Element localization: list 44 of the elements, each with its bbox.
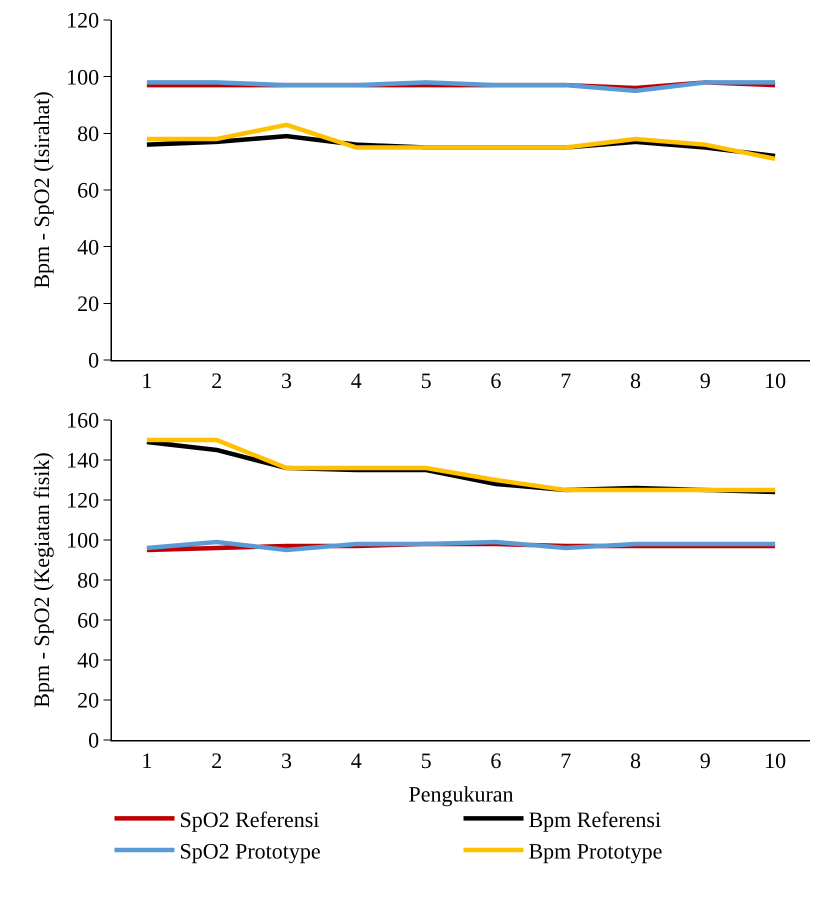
y-tick-label: 40 bbox=[77, 234, 100, 260]
x-tick-label: 2 bbox=[211, 368, 222, 393]
x-tick-label: 9 bbox=[700, 748, 711, 773]
y-tick-label: 140 bbox=[66, 448, 100, 473]
y-tick-label: 100 bbox=[66, 528, 100, 553]
y-tick-label: 160 bbox=[66, 408, 100, 433]
y-tick-label: 60 bbox=[77, 608, 100, 633]
y-tick-label: 40 bbox=[77, 648, 100, 673]
legend-label: Bpm Prototype bbox=[528, 838, 662, 864]
x-tick-label: 10 bbox=[764, 368, 786, 393]
y-tick-label: 120 bbox=[66, 8, 100, 33]
x-tick-label: 8 bbox=[630, 368, 641, 393]
x-tick-label: 3 bbox=[281, 748, 292, 773]
y-tick-label: 80 bbox=[77, 121, 100, 146]
x-tick-label: 4 bbox=[350, 368, 362, 393]
y-tick-label: 80 bbox=[77, 568, 100, 593]
x-tick-label: 8 bbox=[630, 748, 641, 773]
y-axis-title: Bpm - SpO2 (Isirahat) bbox=[29, 91, 54, 289]
x-tick-label: 1 bbox=[141, 748, 152, 773]
x-tick-label: 7 bbox=[560, 368, 572, 393]
y-tick-label: 100 bbox=[66, 64, 100, 90]
x-tick-label: 6 bbox=[490, 748, 502, 773]
x-tick-label: 9 bbox=[700, 368, 711, 393]
legend-label: SpO2 Prototype bbox=[180, 838, 321, 864]
x-tick-label: 5 bbox=[420, 368, 432, 393]
line-series bbox=[144, 122, 778, 162]
y-tick-label: 0 bbox=[88, 728, 100, 753]
x-tick-label: 6 bbox=[490, 368, 502, 393]
y-tick-label: 60 bbox=[77, 178, 100, 203]
y-tick-label: 120 bbox=[66, 488, 100, 513]
legend-label: Bpm Referensi bbox=[528, 806, 662, 832]
x-axis-title: Pengukuran bbox=[408, 782, 514, 807]
x-tick-label: 2 bbox=[211, 748, 222, 773]
x-tick-label: 10 bbox=[764, 748, 786, 773]
x-tick-label: 7 bbox=[560, 748, 572, 773]
legend-label: SpO2 Referensi bbox=[180, 806, 320, 832]
y-tick-label: 20 bbox=[77, 688, 100, 713]
x-tick-label: 4 bbox=[350, 748, 362, 773]
x-tick-label: 3 bbox=[281, 368, 292, 393]
x-tick-label: 1 bbox=[141, 368, 152, 393]
y-axis-title: Bpm - SpO2 (Kegiatan fisik) bbox=[29, 452, 54, 708]
x-tick-label: 5 bbox=[420, 748, 432, 773]
y-tick-label: 20 bbox=[77, 291, 100, 316]
y-tick-label: 0 bbox=[88, 348, 100, 373]
